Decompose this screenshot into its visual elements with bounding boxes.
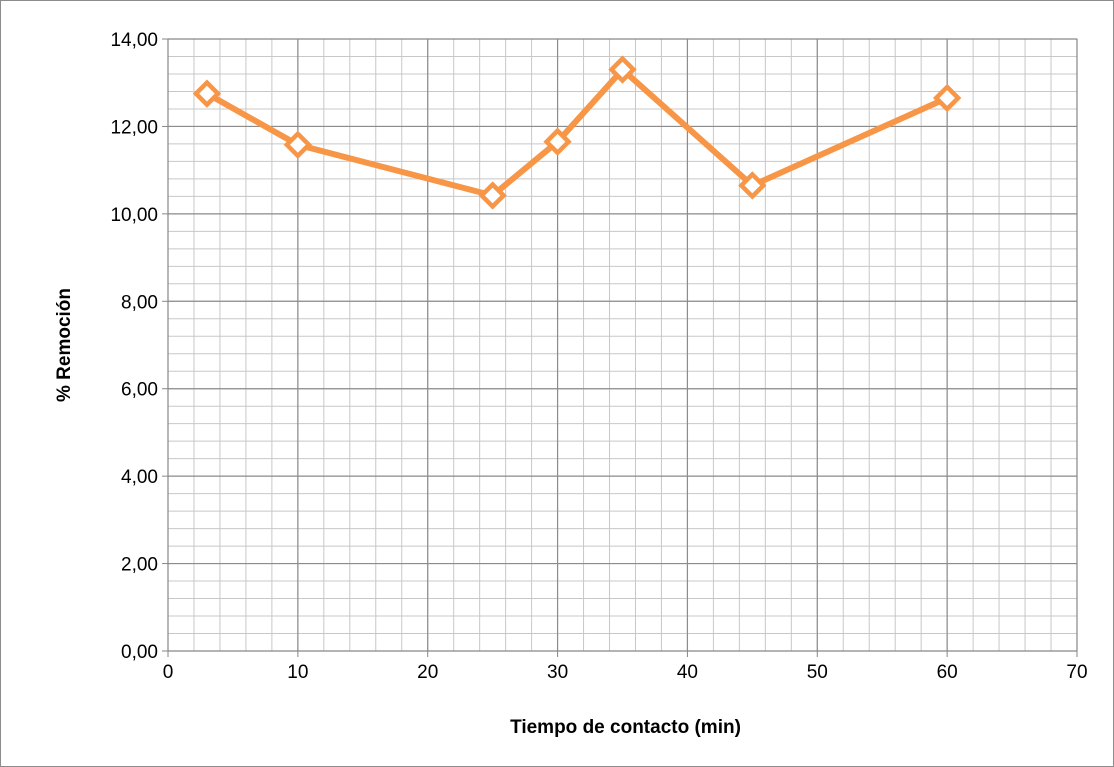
data-point-marker	[283, 130, 313, 159]
x-tick-label: 50	[807, 662, 828, 683]
x-tick-label: 30	[547, 662, 568, 683]
plot-area-border	[167, 38, 1078, 652]
major-grid	[167, 38, 1078, 652]
y-axis-ticks: 0,00 2,00 4,00 6,00 8,00 10,00 12,00 14,00	[110, 30, 168, 663]
x-tick-label: 70	[1066, 662, 1087, 683]
y-axis-title: % Remoción	[54, 288, 75, 402]
x-tick-label: 10	[287, 662, 308, 683]
data-point-marker	[738, 171, 767, 200]
y-tick-label: 6,00	[121, 380, 158, 401]
y-tick-label: 14,00	[110, 30, 158, 51]
data-point-marker	[543, 127, 572, 156]
x-axis-title: Tiempo de contacto (min)	[510, 717, 741, 738]
x-axis-ticks: 0 10 20 30 40 50 60 70	[163, 651, 1088, 683]
y-tick-label: 2,00	[121, 555, 158, 576]
series-layer	[192, 55, 962, 210]
series-line	[205, 66, 949, 199]
data-point-marker	[608, 55, 637, 84]
x-tick-label: 0	[163, 662, 174, 683]
y-tick-label: 8,00	[121, 292, 158, 313]
data-point-marker	[932, 83, 962, 113]
y-tick-label: 10,00	[110, 205, 158, 226]
minor-grid	[167, 38, 1078, 652]
data-point-marker	[192, 79, 222, 108]
data-point-marker	[478, 181, 507, 210]
x-tick-label: 60	[937, 662, 958, 683]
y-tick-label: 12,00	[110, 117, 158, 138]
x-tick-label: 40	[677, 662, 698, 683]
y-tick-label: 0,00	[121, 642, 158, 663]
y-tick-label: 4,00	[121, 467, 158, 488]
x-tick-label: 20	[417, 662, 438, 683]
